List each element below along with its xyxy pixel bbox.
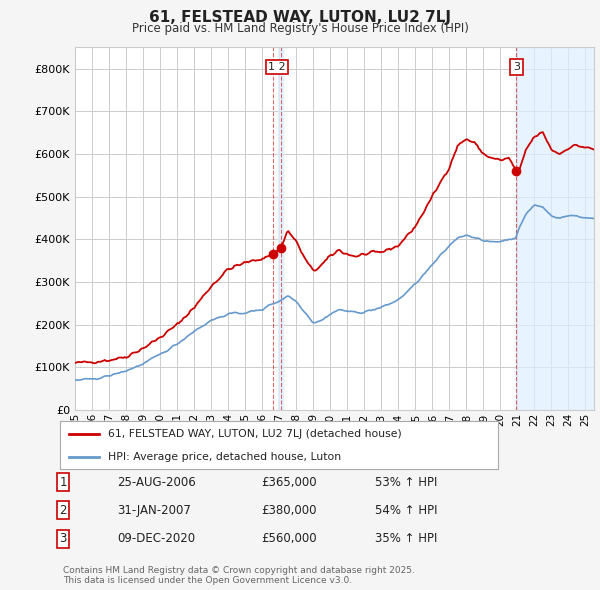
Text: 31-JAN-2007: 31-JAN-2007 — [117, 504, 191, 517]
Bar — [278, 47, 283, 410]
Text: HPI: Average price, detached house, Luton: HPI: Average price, detached house, Luto… — [108, 452, 341, 462]
Text: 3: 3 — [59, 532, 67, 545]
Text: 09-DEC-2020: 09-DEC-2020 — [117, 532, 195, 545]
Text: Contains HM Land Registry data © Crown copyright and database right 2025.
This d: Contains HM Land Registry data © Crown c… — [63, 566, 415, 585]
Text: 25-AUG-2006: 25-AUG-2006 — [117, 476, 196, 489]
Text: 53% ↑ HPI: 53% ↑ HPI — [375, 476, 437, 489]
Text: £365,000: £365,000 — [261, 476, 317, 489]
Text: 61, FELSTEAD WAY, LUTON, LU2 7LJ (detached house): 61, FELSTEAD WAY, LUTON, LU2 7LJ (detach… — [108, 429, 402, 439]
Text: 1 2: 1 2 — [268, 62, 286, 72]
Text: £560,000: £560,000 — [261, 532, 317, 545]
Text: Price paid vs. HM Land Registry's House Price Index (HPI): Price paid vs. HM Land Registry's House … — [131, 22, 469, 35]
Text: 1: 1 — [59, 476, 67, 489]
Text: 35% ↑ HPI: 35% ↑ HPI — [375, 532, 437, 545]
Bar — [517, 47, 594, 410]
Text: £380,000: £380,000 — [261, 504, 317, 517]
Text: 54% ↑ HPI: 54% ↑ HPI — [375, 504, 437, 517]
Text: 3: 3 — [513, 62, 520, 72]
Text: 2: 2 — [59, 504, 67, 517]
Text: 61, FELSTEAD WAY, LUTON, LU2 7LJ: 61, FELSTEAD WAY, LUTON, LU2 7LJ — [149, 10, 451, 25]
